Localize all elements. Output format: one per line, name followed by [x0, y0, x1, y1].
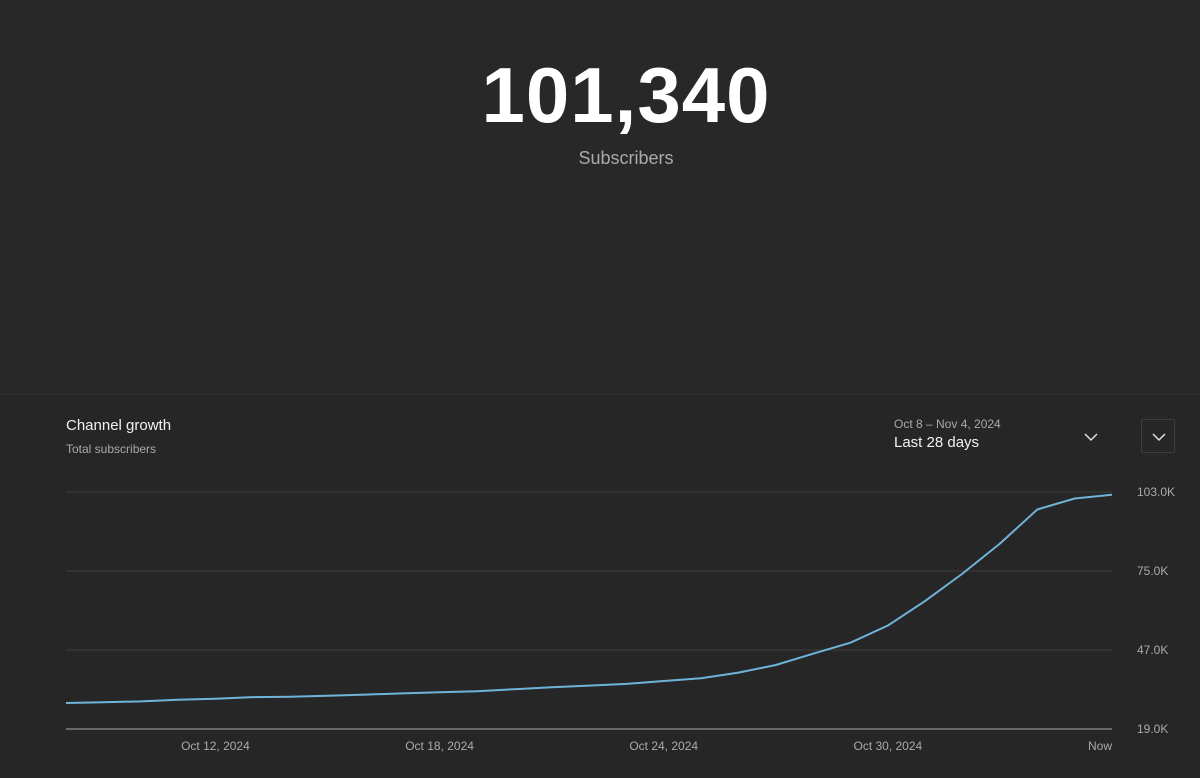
card-title: Channel growth	[66, 417, 172, 434]
expand-chart-button[interactable]	[1141, 419, 1175, 453]
subscriber-count-label: Subscribers	[578, 148, 674, 168]
data-point[interactable]	[957, 568, 969, 580]
data-point[interactable]	[732, 667, 744, 679]
y-tick-label: 75.0K	[1137, 564, 1168, 578]
data-point[interactable]	[172, 694, 184, 706]
x-tick-label: Oct 24, 2024	[629, 739, 698, 753]
data-point[interactable]	[620, 678, 632, 690]
chevron-down-icon	[1084, 433, 1098, 442]
data-point[interactable]	[882, 619, 894, 631]
channel-growth-chart: 19.0K 47.0K 75.0K 103.0K Oct 12, 2024 Oct 18…	[60, 485, 1175, 753]
x-tick-label: Oct 30, 2024	[853, 739, 922, 753]
data-point[interactable]	[209, 693, 221, 705]
data-point[interactable]	[396, 687, 408, 699]
data-point[interactable]	[994, 538, 1006, 550]
data-point[interactable]	[97, 696, 109, 708]
x-tick-label: Oct 12, 2024	[181, 739, 250, 753]
y-tick-label: 19.0K	[1137, 722, 1168, 736]
data-point[interactable]	[508, 683, 520, 695]
data-point[interactable]	[60, 697, 72, 709]
date-range-label: Last 28 days	[894, 434, 980, 451]
x-tick-label: Oct 18, 2024	[405, 739, 474, 753]
data-point[interactable]	[1031, 503, 1043, 515]
data-point[interactable]	[695, 672, 707, 684]
data-point[interactable]	[471, 685, 483, 697]
y-tick-label: 47.0K	[1137, 643, 1168, 657]
data-point[interactable]	[583, 680, 595, 692]
subscriber-count: 101,340	[481, 51, 771, 139]
data-point[interactable]	[434, 686, 446, 698]
chevron-down-icon	[1152, 433, 1166, 442]
channel-growth-card: Channel growth Total subscribers Oct 8 –…	[0, 395, 1200, 778]
data-point[interactable]	[322, 690, 334, 702]
data-point[interactable]	[546, 681, 558, 693]
x-tick-label: Now	[1088, 739, 1112, 753]
date-range-dates: Oct 8 – Nov 4, 2024	[894, 417, 1001, 431]
data-point[interactable]	[1069, 492, 1081, 504]
date-range-selector[interactable]: Oct 8 – Nov 4, 2024 Last 28 days	[893, 415, 1113, 459]
data-point[interactable]	[359, 689, 371, 701]
data-point[interactable]	[919, 595, 931, 607]
data-point[interactable]	[658, 675, 670, 687]
section-divider	[0, 394, 1200, 395]
series-line-total-subscribers	[65, 493, 1113, 704]
y-tick-label: 103.0K	[1137, 485, 1175, 499]
data-point[interactable]	[247, 691, 259, 703]
data-point[interactable]	[1106, 489, 1118, 501]
data-point[interactable]	[845, 637, 857, 649]
data-point[interactable]	[135, 695, 147, 707]
data-point[interactable]	[284, 691, 296, 703]
subscriber-summary: 101,340 Subscribers	[481, 51, 771, 168]
card-subtitle: Total subscribers	[66, 442, 157, 456]
data-point[interactable]	[770, 659, 782, 671]
data-point[interactable]	[807, 648, 819, 660]
